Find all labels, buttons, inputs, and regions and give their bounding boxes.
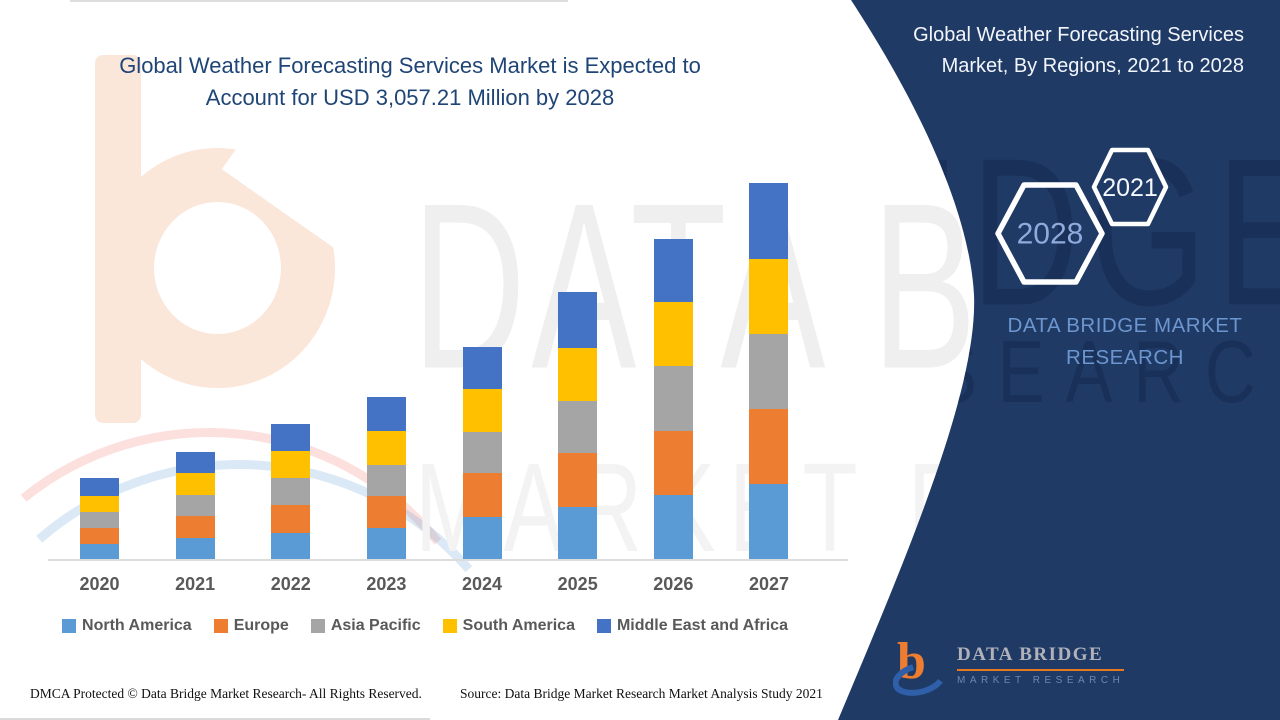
bar-segment-north-america xyxy=(271,533,311,559)
bar-segment-asia-pacific xyxy=(653,366,693,431)
legend-swatch-middle-east-and-africa xyxy=(596,619,611,633)
bar-segment-south-america xyxy=(462,389,502,432)
legend-item-europe: Europe xyxy=(213,617,289,635)
bar-2027 xyxy=(749,183,789,559)
logo-name-text: DATA BRIDGE xyxy=(957,644,1124,671)
bar-2024 xyxy=(462,347,502,559)
hexagon-2021-label: 2021 xyxy=(1102,174,1158,202)
bar-2026 xyxy=(653,239,693,559)
bar-segment-north-america xyxy=(653,495,693,559)
legend-swatch-europe xyxy=(213,619,228,633)
x-axis-label-2026: 2026 xyxy=(653,574,694,594)
bar-segment-north-america xyxy=(558,507,598,559)
chart-legend: North America Europe Asia Pacific South Ame… xyxy=(30,617,820,635)
legend-item-north-america: North America xyxy=(62,617,192,635)
legend-label-south-america: South America xyxy=(462,617,575,634)
bar-2020 xyxy=(80,478,119,559)
data-bridge-logo-icon: b xyxy=(893,634,947,696)
bar-segment-asia-pacific xyxy=(366,465,406,496)
legend-label-middle-east-and-africa: Middle East and Africa xyxy=(616,617,788,634)
legend-item-asia-pacific: Asia Pacific xyxy=(310,617,421,635)
bar-segment-south-america xyxy=(175,473,215,495)
bar-segment-asia-pacific xyxy=(749,334,789,409)
bar-segment-north-america xyxy=(80,544,119,559)
bar-segment-middle-east-and-africa xyxy=(80,478,119,496)
bar-segment-middle-east-and-africa xyxy=(653,239,693,302)
bar-2023 xyxy=(366,397,406,559)
hexagon-2028-label: 2028 xyxy=(1017,218,1084,251)
bar-segment-middle-east-and-africa xyxy=(366,397,406,431)
hexagon-2021 xyxy=(1094,150,1166,224)
bar-segment-north-america xyxy=(175,538,215,559)
x-axis-label-2020: 2020 xyxy=(79,574,120,594)
panel-title: Global Weather Forecasting Services Mark… xyxy=(913,24,1244,77)
footer-source-text: Source: Data Bridge Market Research Mark… xyxy=(460,686,823,701)
logo-sub-text: MARKET RESEARCH xyxy=(957,675,1125,686)
hexagon-2028 xyxy=(998,185,1102,282)
bar-segment-south-america xyxy=(653,302,693,366)
x-axis-label-2021: 2021 xyxy=(175,574,216,594)
bar-segment-asia-pacific xyxy=(558,401,598,453)
legend-swatch-north-america xyxy=(62,619,77,633)
bar-segment-north-america xyxy=(366,528,406,559)
x-axis-label-2022: 2022 xyxy=(270,574,311,594)
bar-segment-europe xyxy=(366,496,406,528)
bar-segment-middle-east-and-africa xyxy=(271,424,311,451)
bar-segment-asia-pacific xyxy=(271,478,311,505)
x-axis-label-2027: 2027 xyxy=(748,574,789,594)
bar-segment-europe xyxy=(653,431,693,495)
legend-label-north-america: North America xyxy=(82,617,192,634)
bar-segment-south-america xyxy=(558,348,598,401)
bar-segment-asia-pacific xyxy=(462,432,502,473)
footer-logo: b DATA BRIDGE MARKET RESEARCH xyxy=(893,634,1124,696)
x-axis-label-2023: 2023 xyxy=(366,574,407,594)
bar-segment-middle-east-and-africa xyxy=(175,452,215,473)
legend-swatch-asia-pacific xyxy=(310,619,325,633)
legend-swatch-south-america xyxy=(442,619,457,633)
x-axis-line xyxy=(48,559,848,561)
legend-item-middle-east-and-africa: Middle East and Africa xyxy=(596,617,788,635)
bar-segment-europe xyxy=(175,516,215,538)
bar-segment-south-america xyxy=(749,259,789,334)
bar-2022 xyxy=(271,424,311,559)
x-axis-label-2024: 2024 xyxy=(462,574,503,594)
legend-label-asia-pacific: Asia Pacific xyxy=(330,617,421,634)
year-hexagons: 2028 2021 xyxy=(985,138,1185,298)
legend-item-south-america: South America xyxy=(442,617,575,635)
x-axis-label-2025: 2025 xyxy=(557,574,598,594)
bar-segment-north-america xyxy=(749,484,789,559)
bar-segment-middle-east-and-africa xyxy=(558,292,598,348)
logo-text-block: DATA BRIDGE MARKET RESEARCH xyxy=(957,644,1124,686)
bar-segment-south-america xyxy=(271,451,311,478)
svg-text:b: b xyxy=(897,634,926,690)
bar-segment-asia-pacific xyxy=(175,495,215,516)
bar-segment-europe xyxy=(749,409,789,484)
bar-segment-south-america xyxy=(80,496,119,512)
bar-2021 xyxy=(175,452,215,559)
bar-segment-europe xyxy=(80,528,119,544)
bar-segment-north-america xyxy=(462,517,502,559)
bar-segment-middle-east-and-africa xyxy=(749,183,789,259)
bar-segment-middle-east-and-africa xyxy=(462,347,502,389)
bar-2025 xyxy=(558,292,598,559)
footer-dmca-text: DMCA Protected © Data Bridge Market Rese… xyxy=(30,686,422,701)
bar-segment-asia-pacific xyxy=(80,512,119,528)
legend-label-europe: Europe xyxy=(233,617,289,634)
panel-brand-text: DATA BRIDGE MARKET RESEARCH xyxy=(1007,314,1243,369)
bar-segment-europe xyxy=(558,453,598,507)
bar-segment-europe xyxy=(462,473,502,517)
bar-segment-south-america xyxy=(366,431,406,465)
bar-segment-europe xyxy=(271,505,311,533)
